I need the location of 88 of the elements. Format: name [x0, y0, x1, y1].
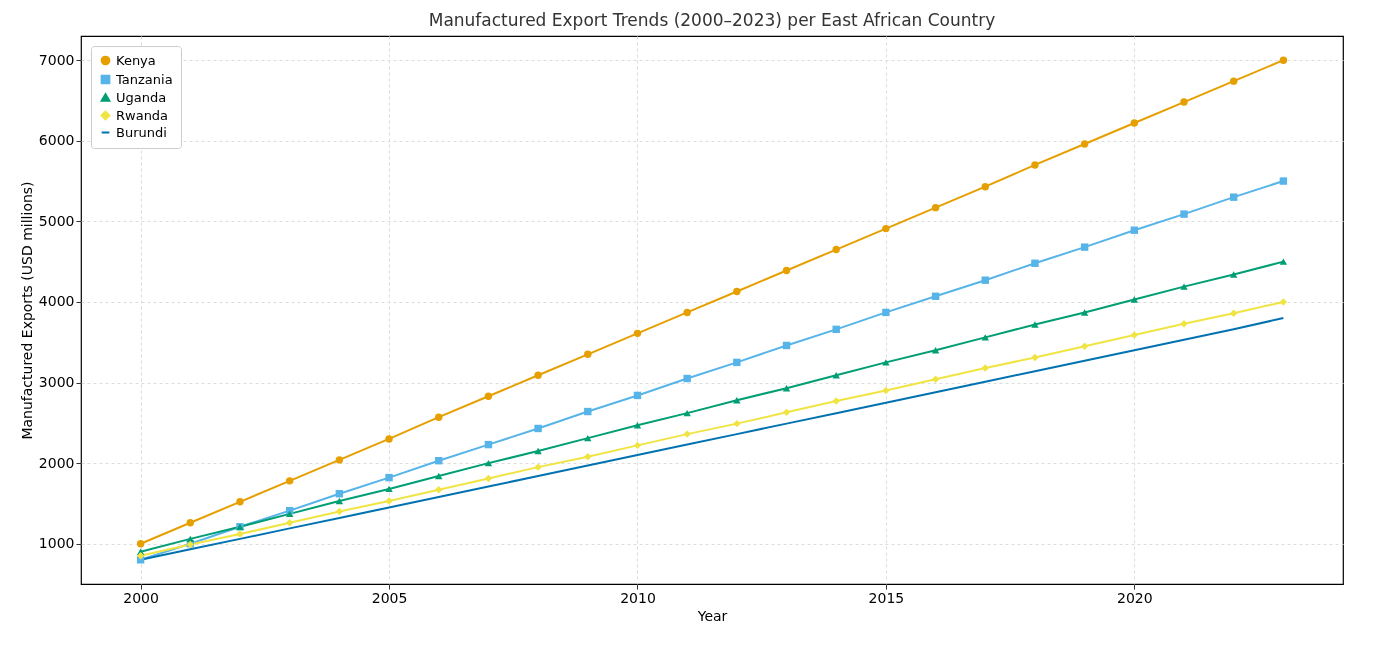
- point: [832, 245, 840, 254]
- point: [484, 474, 493, 483]
- point: [385, 485, 393, 493]
- point: [633, 441, 642, 450]
- point: [484, 392, 493, 400]
- point: [1031, 353, 1039, 362]
- point: [633, 329, 642, 338]
- point: [1130, 119, 1139, 127]
- x-axis-title: Year: [696, 607, 728, 624]
- point: [136, 540, 145, 548]
- point: [285, 519, 294, 527]
- point: [285, 510, 294, 518]
- point: [782, 384, 791, 392]
- legend-label: Burundi: [116, 124, 167, 140]
- legend-label: Rwanda: [116, 107, 169, 123]
- point: [1080, 243, 1089, 251]
- chart-title: Manufactured Export Trends (2000–2023) per East African Country: [428, 10, 996, 30]
- x-tick-label: 2020: [1117, 589, 1153, 606]
- point: [1031, 259, 1039, 267]
- x-tick-label: 2000: [123, 589, 159, 606]
- point: [882, 386, 890, 395]
- point: [981, 183, 989, 191]
- y-tick-label: 6000: [38, 132, 75, 149]
- point: [435, 472, 443, 480]
- point: [981, 334, 989, 341]
- point: [1031, 161, 1039, 169]
- y-tick-label: 3000: [38, 374, 75, 391]
- point: [335, 497, 344, 505]
- point: [882, 224, 890, 233]
- point: [1080, 342, 1089, 350]
- point: [534, 371, 542, 379]
- point: [1229, 193, 1238, 201]
- x-tick-label: 2005: [371, 589, 408, 606]
- point: [981, 276, 989, 284]
- point: [1279, 177, 1288, 185]
- point: [1180, 210, 1188, 218]
- x-tick-label: 2010: [620, 589, 656, 606]
- point: [1180, 98, 1188, 106]
- point: [1229, 309, 1238, 317]
- y-tick-label: 4000: [38, 293, 75, 310]
- point: [584, 350, 592, 359]
- y-tick-label: 7000: [38, 51, 75, 68]
- point: [335, 507, 344, 516]
- y-axis-title: Manufactured Exports (USD millions): [18, 181, 35, 440]
- point: [733, 358, 741, 367]
- point: [285, 477, 294, 485]
- x-tick-label: 2015: [868, 589, 905, 606]
- point: [236, 498, 244, 506]
- y-tick-label: 5000: [38, 212, 75, 229]
- point: [484, 459, 493, 467]
- point: [1130, 296, 1139, 303]
- point: [1080, 140, 1089, 148]
- point: [385, 435, 393, 443]
- point: [882, 359, 890, 366]
- legend-label: Kenya: [116, 52, 156, 68]
- y-tick-label: 2000: [38, 454, 75, 471]
- point: [186, 519, 195, 527]
- point: [136, 552, 145, 560]
- point: [1229, 77, 1238, 85]
- point: [683, 374, 691, 383]
- point: [584, 452, 592, 461]
- point: [931, 203, 940, 212]
- point: [1229, 271, 1238, 278]
- point: [1279, 298, 1288, 306]
- y-tick-label: 1000: [38, 535, 75, 552]
- point: [335, 456, 344, 464]
- point: [733, 419, 741, 428]
- point: [435, 486, 443, 494]
- point: [782, 408, 791, 417]
- point: [931, 375, 940, 384]
- point: [1080, 309, 1089, 316]
- point: [385, 473, 393, 482]
- point: [782, 266, 791, 275]
- point: [882, 308, 890, 317]
- point: [186, 535, 195, 543]
- point: [1180, 283, 1188, 290]
- point: [435, 413, 443, 421]
- legend-label: Tanzania: [115, 71, 173, 87]
- legend-label: Uganda: [116, 89, 167, 105]
- point: [1279, 258, 1288, 265]
- point: [931, 347, 940, 354]
- point: [1031, 321, 1039, 328]
- point: [1279, 56, 1288, 64]
- point: [1130, 331, 1139, 339]
- point: [1180, 319, 1188, 328]
- point: [683, 308, 691, 317]
- point: [733, 287, 741, 296]
- point: [534, 424, 542, 433]
